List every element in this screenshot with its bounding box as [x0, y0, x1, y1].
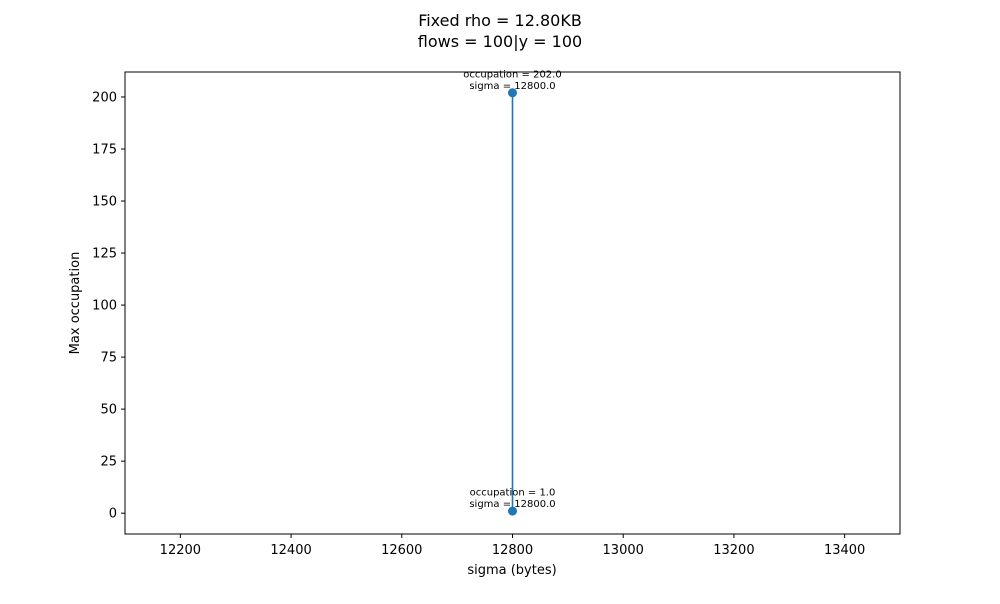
x-tick-label: 12600	[381, 543, 422, 558]
y-axis: 0 25 50 75 100 125 150 175 200	[92, 90, 125, 522]
data-label: occupation = 1.0	[470, 488, 556, 499]
x-axis-label: sigma (bytes)	[467, 563, 556, 578]
y-tick-label: 25	[100, 455, 117, 470]
data-label: sigma = 12800.0	[469, 499, 555, 510]
data-label: occupation = 202.0	[463, 69, 561, 80]
y-tick-label: 125	[92, 247, 117, 262]
y-tick-label: 100	[92, 299, 117, 314]
data-label: sigma = 12800.0	[469, 81, 555, 92]
y-tick-label: 0	[109, 507, 117, 522]
x-tick-label: 12800	[492, 543, 533, 558]
data-point	[508, 88, 517, 98]
x-tick-label: 12200	[160, 543, 201, 558]
x-axis: 12200 12400 12600 12800 13000 13200 13400	[160, 534, 865, 558]
chart-title-line-2: flows = 100|y = 100	[418, 32, 582, 51]
data-point	[508, 506, 517, 516]
y-axis-label: Max occupation	[68, 252, 83, 355]
x-tick-label: 13200	[713, 543, 754, 558]
x-tick-label: 12400	[270, 543, 311, 558]
x-tick-label: 13000	[603, 543, 644, 558]
y-tick-label: 200	[92, 90, 117, 105]
chart-title: Fixed rho = 12.80KB flows = 100|y = 100	[418, 11, 582, 51]
chart-title-line-1: Fixed rho = 12.80KB	[418, 11, 582, 30]
x-tick-label: 13400	[824, 543, 865, 558]
y-tick-label: 150	[92, 195, 117, 210]
y-tick-label: 50	[100, 403, 117, 418]
y-tick-label: 175	[92, 143, 117, 158]
y-tick-label: 75	[100, 351, 117, 366]
